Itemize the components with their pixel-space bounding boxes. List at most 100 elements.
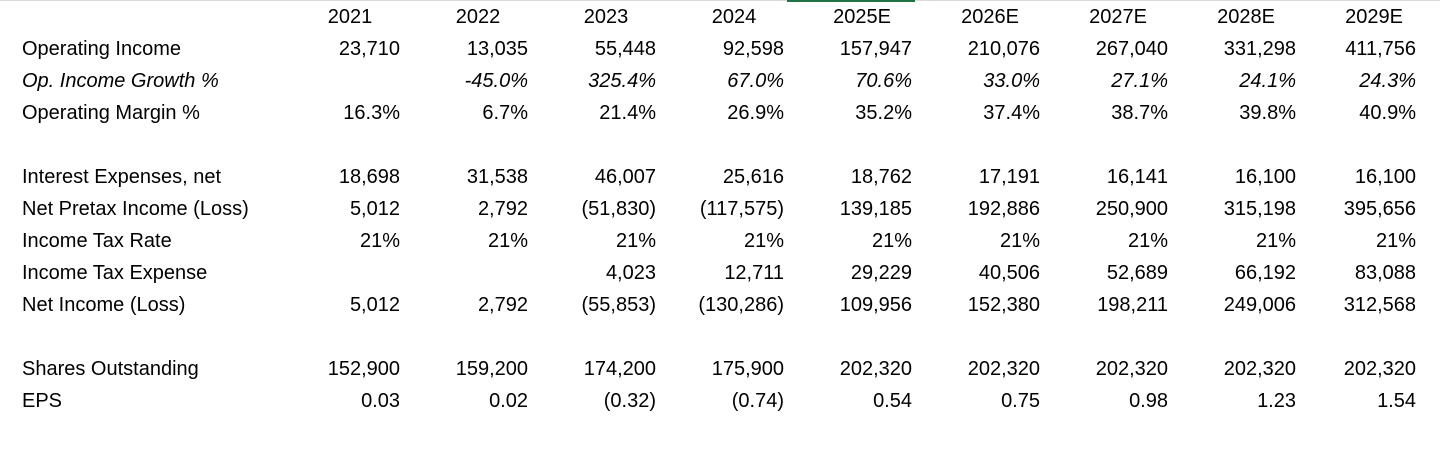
value-cell[interactable]: (55,853): [581, 294, 657, 316]
value-cell[interactable]: 159,200: [455, 358, 528, 380]
value-cell[interactable]: 267,040: [1095, 38, 1168, 60]
value-cell[interactable]: 24.1%: [1239, 70, 1296, 92]
row-label-cell[interactable]: EPS: [22, 390, 63, 412]
value-cell[interactable]: 31,538: [466, 166, 528, 188]
value-cell[interactable]: 0.75: [1001, 390, 1040, 412]
row-label-cell[interactable]: Net Income (Loss): [22, 294, 186, 316]
value-cell[interactable]: 66,192: [1234, 262, 1296, 284]
row-label-cell[interactable]: Income Tax Rate: [22, 230, 172, 252]
value-cell[interactable]: 21%: [359, 230, 400, 252]
value-cell[interactable]: 139,185: [839, 198, 912, 220]
value-cell[interactable]: 67.0%: [727, 70, 784, 92]
year-header-cell[interactable]: 2025E: [833, 6, 891, 28]
value-cell[interactable]: 0.02: [489, 390, 528, 412]
year-header-cell[interactable]: 2029E: [1345, 6, 1403, 28]
value-cell[interactable]: 83,088: [1354, 262, 1416, 284]
value-cell[interactable]: [286, 257, 414, 289]
value-cell[interactable]: [1182, 129, 1310, 161]
row-label-cell[interactable]: Shares Outstanding: [22, 358, 199, 380]
value-cell[interactable]: 21%: [871, 230, 912, 252]
value-cell[interactable]: 21%: [1375, 230, 1416, 252]
year-header-cell[interactable]: 2021: [327, 6, 373, 28]
value-cell[interactable]: 2,792: [477, 294, 528, 316]
value-cell[interactable]: 109,956: [839, 294, 912, 316]
value-cell[interactable]: 70.6%: [855, 70, 912, 92]
value-cell[interactable]: 21%: [743, 230, 784, 252]
value-cell[interactable]: [1054, 129, 1182, 161]
value-cell[interactable]: 52,689: [1106, 262, 1168, 284]
value-cell[interactable]: [286, 321, 414, 353]
value-cell[interactable]: 2,792: [477, 198, 528, 220]
value-cell[interactable]: [542, 321, 670, 353]
value-cell[interactable]: 202,320: [1223, 358, 1296, 380]
value-cell[interactable]: 202,320: [1095, 358, 1168, 380]
value-cell[interactable]: 1.54: [1377, 390, 1416, 412]
value-cell[interactable]: 46,007: [594, 166, 656, 188]
value-cell[interactable]: (117,575): [699, 198, 784, 220]
value-cell[interactable]: (51,830): [581, 198, 657, 220]
value-cell[interactable]: -45.0%: [464, 70, 528, 92]
year-header-cell[interactable]: 2027E: [1089, 6, 1147, 28]
value-cell[interactable]: 39.8%: [1239, 102, 1296, 124]
value-cell[interactable]: 6.7%: [482, 102, 528, 124]
value-cell[interactable]: 13,035: [466, 38, 528, 60]
value-cell[interactable]: 198,211: [1097, 294, 1168, 316]
value-cell[interactable]: 21%: [615, 230, 656, 252]
year-header-cell[interactable]: 2028E: [1217, 6, 1275, 28]
row-label-cell[interactable]: Operating Income: [22, 38, 181, 60]
value-cell[interactable]: [926, 321, 1054, 353]
row-label-cell[interactable]: Op. Income Growth %: [22, 70, 219, 92]
row-label-cell[interactable]: [0, 321, 286, 353]
value-cell[interactable]: [926, 129, 1054, 161]
year-header-cell[interactable]: 2023: [583, 6, 629, 28]
value-cell[interactable]: 174,200: [583, 358, 656, 380]
value-cell[interactable]: 175,900: [711, 358, 784, 380]
value-cell[interactable]: 29,229: [850, 262, 912, 284]
value-cell[interactable]: [542, 129, 670, 161]
row-label-cell[interactable]: Interest Expenses, net: [22, 166, 222, 188]
value-cell[interactable]: 12,711: [724, 262, 784, 284]
value-cell[interactable]: [286, 65, 414, 97]
value-cell[interactable]: [670, 129, 798, 161]
value-cell[interactable]: 0.98: [1129, 390, 1168, 412]
value-cell[interactable]: 21%: [1255, 230, 1296, 252]
value-cell[interactable]: 152,380: [967, 294, 1040, 316]
value-cell[interactable]: 27.1%: [1111, 70, 1168, 92]
value-cell[interactable]: 1.23: [1257, 390, 1296, 412]
value-cell[interactable]: 315,198: [1223, 198, 1296, 220]
value-cell[interactable]: 5,012: [349, 294, 400, 316]
value-cell[interactable]: 0.54: [873, 390, 912, 412]
row-label-cell[interactable]: Income Tax Expense: [22, 262, 208, 284]
value-cell[interactable]: 21%: [999, 230, 1040, 252]
value-cell[interactable]: 210,076: [967, 38, 1040, 60]
value-cell[interactable]: 202,320: [1343, 358, 1416, 380]
value-cell[interactable]: 18,698: [338, 166, 400, 188]
value-cell[interactable]: 192,886: [967, 198, 1040, 220]
value-cell[interactable]: 55,448: [594, 38, 656, 60]
value-cell[interactable]: 38.7%: [1111, 102, 1168, 124]
header-corner-cell[interactable]: [0, 1, 286, 33]
value-cell[interactable]: 33.0%: [983, 70, 1040, 92]
value-cell[interactable]: 26.9%: [727, 102, 784, 124]
value-cell[interactable]: 411,756: [1345, 38, 1416, 60]
value-cell[interactable]: 17,191: [978, 166, 1040, 188]
value-cell[interactable]: 4,023: [605, 262, 656, 284]
value-cell[interactable]: 23,710: [338, 38, 400, 60]
value-cell[interactable]: 16,100: [1354, 166, 1416, 188]
value-cell[interactable]: [414, 321, 542, 353]
value-cell[interactable]: 16,141: [1106, 166, 1168, 188]
value-cell[interactable]: (0.32): [603, 390, 656, 412]
row-label-cell[interactable]: Net Pretax Income (Loss): [22, 198, 249, 220]
value-cell[interactable]: [1310, 129, 1438, 161]
year-header-cell[interactable]: 2022: [455, 6, 501, 28]
value-cell[interactable]: 5,012: [349, 198, 400, 220]
value-cell[interactable]: 35.2%: [855, 102, 912, 124]
value-cell[interactable]: 18,762: [850, 166, 912, 188]
value-cell[interactable]: 40,506: [978, 262, 1040, 284]
value-cell[interactable]: 16.3%: [343, 102, 400, 124]
value-cell[interactable]: 395,656: [1343, 198, 1416, 220]
value-cell[interactable]: 249,006: [1223, 294, 1296, 316]
value-cell[interactable]: (130,286): [698, 294, 784, 316]
value-cell[interactable]: [670, 321, 798, 353]
value-cell[interactable]: 21%: [487, 230, 528, 252]
